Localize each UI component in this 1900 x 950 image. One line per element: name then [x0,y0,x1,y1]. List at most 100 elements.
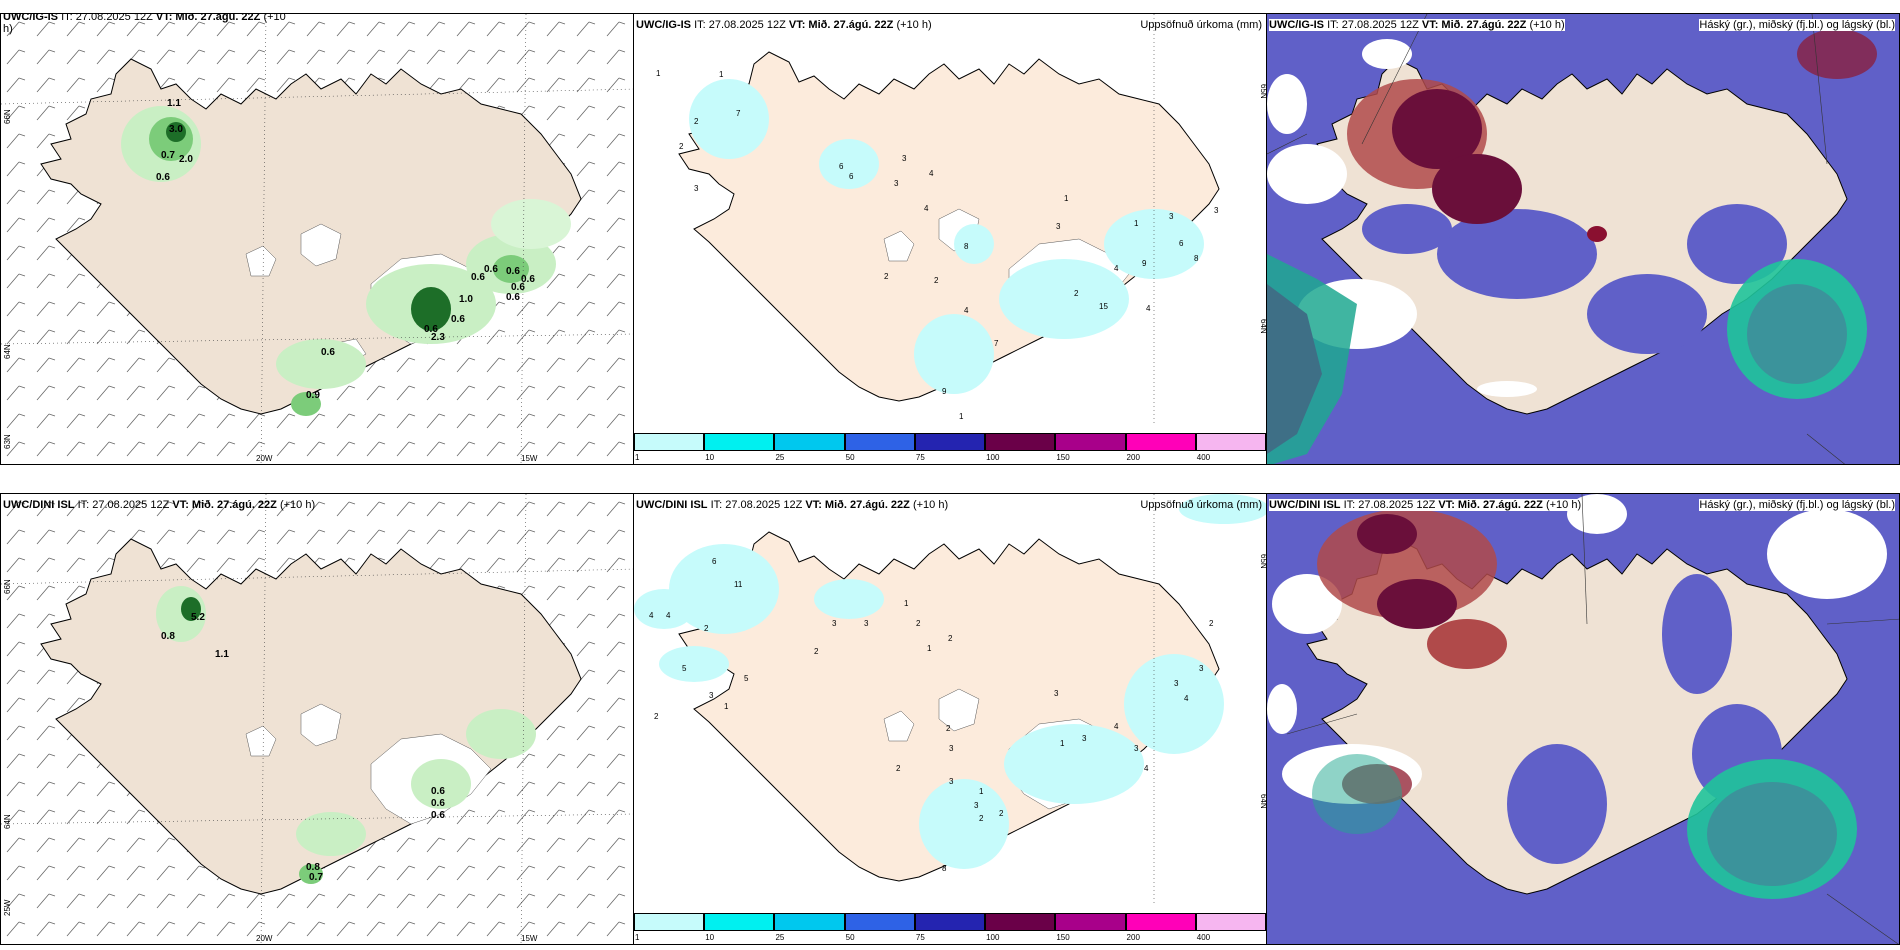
precip-value: 4 [1114,722,1119,731]
precip-value: 2 [1074,289,1079,298]
graticule [1,494,633,944]
mid-cloud-cover [1312,754,1857,899]
valid-time-label: VT: [1421,19,1439,31]
precip-value: 1 [979,787,984,796]
model-name: UWC/IG-IS [3,13,58,23]
lat-label: 64N [1259,319,1267,334]
precip-value: 3 [902,154,907,163]
panel-precip-dini: UWC/DINI ISL IT: 27.08.2025 12Z VT: Mið.… [633,493,1267,945]
lead-time: (+10 h) [912,499,949,511]
colorbar-swatch [704,913,775,931]
precip-shading [689,79,1204,394]
colorbar-swatch [634,433,705,451]
colorbar-tick: 25 [775,453,785,462]
precip-value: 0.6 [511,282,525,293]
lead-time-unit: h) [3,23,13,35]
precip-value: 1 [1064,194,1069,203]
lat-label: 65N [1259,554,1267,569]
precip-value: 0.6 [521,274,535,285]
field-title: Uppsöfnuð úrkoma (mm) [1140,499,1262,511]
colorbar-tick: 10 [705,933,715,942]
model-name: UWC/IG-IS [636,19,691,31]
precip-value: 3.0 [169,124,183,135]
colorbar-tick: 25 [775,933,785,942]
precip-value: 1.1 [215,649,229,660]
precip-value: 2 [1209,619,1214,628]
precip-value: 2 [979,814,984,823]
precip-value: 4 [666,611,671,620]
precip-value: 2 [934,276,939,285]
precip-value: 1.0 [459,294,473,305]
precip-value: 0.6 [321,347,335,358]
colorbar-tick: 75 [915,933,925,942]
precip-value: 4 [964,306,969,315]
precip-value: 9 [1142,259,1147,268]
colorbar-swatch [1195,433,1266,451]
precip-value: 5 [682,664,687,673]
precip-value: 3 [694,184,699,193]
lat-label: 64N [3,344,12,359]
precip-value: 1 [927,644,932,653]
colorbar-swatch [844,433,915,451]
precip-shading [121,106,571,416]
precip-value: 3 [974,801,979,810]
field-title: Háský (gr.), miðský (fj.bl.) og lágský (… [1699,19,1895,31]
lat-label: 66N [3,109,12,124]
precip-value: 0.7 [161,150,175,161]
precip-value: 0.8 [306,862,320,873]
init-time: IT: 27.08.2025 12Z [710,499,803,511]
valid-time: Mið. 27.ágú. 22Z [1441,19,1527,31]
map-clouds-igis [1267,14,1899,464]
colorbar-tick: 200 [1126,933,1140,942]
colorbar-swatch [704,433,775,451]
panel-header: UWC/IG-IS IT: 27.08.2025 12Z VT: Mið. 27… [1269,19,1565,31]
valid-time: Mið. 27.ágú. 22Z [191,499,277,511]
precip-value: 2 [654,712,659,721]
glacier-hofsjokull [883,710,915,742]
lat-label: 63N [3,434,12,449]
precip-value: 2 [679,142,684,151]
precip-value: 6 [1179,239,1184,248]
precip-value: 3 [709,691,714,700]
precip-value: 6 [839,162,844,171]
precip-value: 0.9 [306,390,320,401]
valid-time: Mið. 27.ágú. 22Z [808,19,894,31]
precip-value: 3 [1134,744,1139,753]
lead-time: (+10 h) [279,499,316,511]
lead-time: (+10 h) [1545,499,1582,511]
precip-value: 3 [832,619,837,628]
precip-value: 11 [734,580,743,589]
precip-value: 4 [924,204,929,213]
colorbar-swatch [774,433,845,451]
colorbar-swatch [634,913,705,931]
precip-value: 6 [849,172,854,181]
panel-wind-dini: UWC/DINI ISL IT: 27.08.2025 12Z VT: Mið.… [0,493,634,945]
precip-value: 3 [1174,679,1179,688]
colorbar-swatch [1125,433,1196,451]
colorbar-tick: 100 [986,453,1000,462]
precip-value: 4 [1114,264,1119,273]
precip-value: 8 [1194,254,1199,263]
precip-value: 2 [814,647,819,656]
colorbar-tick: 75 [915,453,925,462]
precip-value: 2.3 [431,332,445,343]
colorbar-tick: 400 [1196,933,1211,942]
precip-value: 1.1 [167,98,181,109]
colorbar-swatch [985,913,1056,931]
init-time: IT: 27.08.2025 12Z [1327,19,1419,31]
precip-value: 3 [1214,206,1219,215]
map-wind-dini [1,494,633,944]
lat-label: 66N [3,579,12,594]
map-wind-igis [1,14,633,464]
colorbar-swatch [774,913,845,931]
precip-value: 2 [946,724,951,733]
glacier-hofsjokull [245,725,277,757]
colorbar-swatch [914,433,986,451]
lat-label: 64N [1259,794,1267,809]
panel-header: UWC/DINI ISL IT: 27.08.2025 12Z VT: Mið.… [636,499,948,511]
mid-cloud-cover [1267,254,1867,464]
lead-time: (+10 [263,13,286,23]
precip-value: 9 [942,387,947,396]
graticule [1,14,633,464]
precip-value: 3 [1082,734,1087,743]
